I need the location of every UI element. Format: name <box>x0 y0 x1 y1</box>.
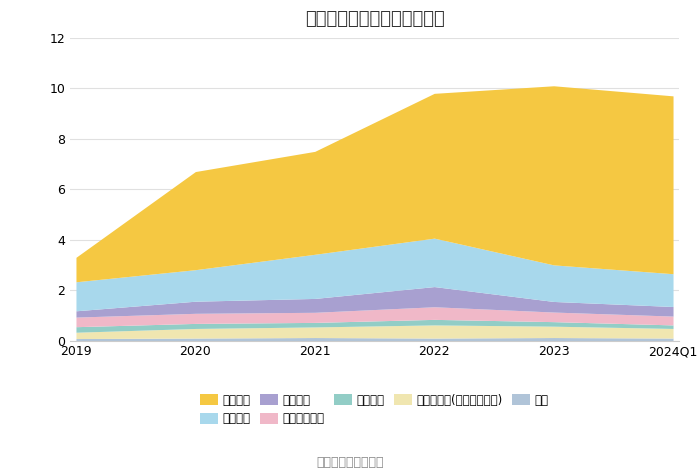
Title: 历年主要负债堆积图（亿元）: 历年主要负债堆积图（亿元） <box>304 10 444 28</box>
Legend: 短期借款, 应付账款, 合同负债, 应付职工薪酬, 应交税费, 其他应付款(含利息和股利), 其它: 短期借款, 应付账款, 合同负债, 应付职工薪酬, 应交税费, 其他应付款(含利… <box>196 389 553 430</box>
Text: 数据来源：恒生聚源: 数据来源：恒生聚源 <box>316 456 384 469</box>
